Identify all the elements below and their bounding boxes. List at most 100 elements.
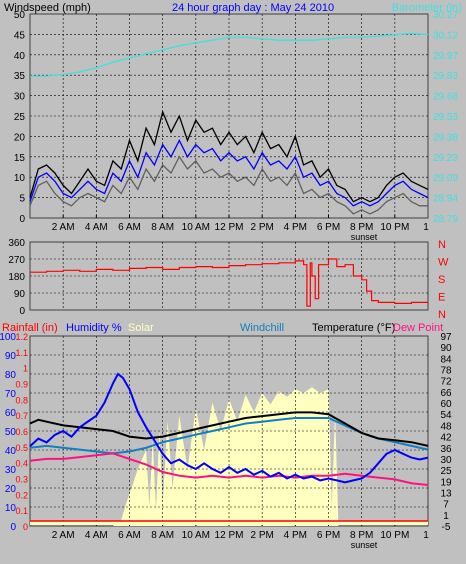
wind-y-tick-9: 45 — [14, 30, 26, 41]
baro-y-tick-10: 30.27 — [433, 10, 458, 21]
chart-title: 24 hour graph day : May 24 2010 — [172, 2, 334, 14]
baro-y-tick-0: 28.79 — [433, 214, 458, 225]
x-tick-7: 4 PM — [284, 222, 307, 233]
hum-y-tick-5: 50 — [5, 427, 17, 438]
x-tick-5: 12 PM — [215, 530, 244, 541]
baro-y-tick-3: 29.23 — [433, 153, 458, 164]
rain-y-tick-4: 0.4 — [15, 459, 28, 469]
x-tick-2: 6 AM — [118, 222, 141, 233]
baro-y-tick-7: 29.83 — [433, 71, 458, 82]
baro-y-tick-6: 29.68 — [433, 92, 458, 103]
dir-compass-1: W — [438, 257, 449, 269]
baro-y-tick-4: 29.38 — [433, 132, 458, 143]
wind-y-tick-0: 0 — [19, 214, 25, 225]
hum-y-tick-7: 70 — [5, 389, 17, 400]
hum-y-tick-3: 30 — [5, 465, 17, 476]
hum-y-tick-0: 0 — [10, 522, 16, 533]
hum-y-tick-9: 90 — [5, 351, 17, 362]
rain-y-tick-0: 0 — [23, 522, 28, 532]
rain-y-tick-9: 0.9 — [15, 380, 28, 390]
x-tick-3: 8 AM — [151, 530, 174, 541]
x-tick-6: 2 PM — [250, 530, 273, 541]
wind-y-tick-5: 25 — [14, 112, 26, 123]
x-tick-end: 1 — [423, 222, 429, 233]
temp-y-tick-15: 84 — [440, 354, 452, 365]
hum-y-tick-2: 20 — [5, 484, 17, 495]
x-tick-5: 12 PM — [215, 222, 244, 233]
temp-y-tick-3: 13 — [440, 488, 452, 499]
wind-y-tick-4: 20 — [14, 132, 26, 143]
temp-y-tick-0: -5 — [442, 522, 451, 533]
x-tick-0: 2 AM — [52, 530, 75, 541]
x-tick-0: 2 AM — [52, 222, 75, 233]
x-tick-9: 8 PM — [350, 222, 373, 233]
wind-y-tick-6: 30 — [14, 92, 26, 103]
series-avg_wind — [29, 155, 428, 215]
rain-y-tick-11: 1.1 — [15, 348, 28, 358]
temp-y-tick-1: 1 — [443, 511, 449, 522]
hum-y-tick-10: 100 — [0, 332, 16, 343]
legend-dewpoint: Dew Point — [393, 322, 443, 334]
legend-solar: Solar — [128, 322, 154, 334]
hum-y-tick-1: 10 — [5, 503, 17, 514]
dir-compass-4: N — [438, 309, 446, 321]
temp-y-tick-14: 78 — [440, 366, 452, 377]
temp-y-tick-10: 54 — [440, 410, 452, 421]
rain-y-tick-12: 1.2 — [15, 332, 28, 342]
wind-y-tick-7: 35 — [14, 71, 26, 82]
series-gust — [29, 109, 429, 203]
series-humidity — [29, 372, 429, 484]
x-tick-1: 4 AM — [85, 222, 108, 233]
rain-baseline — [30, 521, 428, 525]
temp-y-tick-16: 90 — [440, 343, 452, 354]
x-tick-8: 6 PM — [317, 222, 340, 233]
x-tick-9: 8 PM — [350, 530, 373, 541]
dir-y-tick-4: 360 — [8, 238, 25, 249]
rain-y-tick-6: 0.6 — [15, 427, 28, 437]
series-temperature — [29, 411, 429, 447]
rain-y-tick-5: 0.5 — [15, 443, 28, 453]
x-tick-4: 10 AM — [182, 222, 210, 233]
dir-compass-0: N — [438, 239, 446, 251]
wind-y-tick-3: 15 — [14, 153, 26, 164]
baro-y-tick-2: 29.09 — [433, 173, 458, 184]
legend-windchill: Windchill — [240, 322, 284, 334]
rain-y-tick-1: 0.1 — [15, 506, 28, 516]
rain-y-tick-10: 1 — [23, 364, 28, 374]
rain-y-tick-8: 0.8 — [15, 395, 28, 405]
rain-y-tick-7: 0.7 — [15, 411, 28, 421]
dir-compass-2: S — [438, 274, 445, 286]
dir-y-tick-3: 270 — [8, 255, 25, 266]
temp-y-tick-4: 19 — [440, 477, 452, 488]
dir-y-tick-2: 180 — [8, 272, 25, 283]
wind-y-tick-8: 40 — [14, 51, 26, 62]
temp-y-tick-8: 42 — [440, 433, 452, 444]
temp-y-tick-7: 36 — [440, 444, 452, 455]
barometer-axis-label: Barometer (in) — [392, 2, 462, 14]
wind-y-tick-10: 50 — [14, 10, 26, 21]
series-dewpoint — [29, 452, 429, 486]
dir-y-tick-1: 90 — [14, 289, 26, 300]
baro-y-tick-5: 29.53 — [433, 112, 458, 123]
hum-y-tick-8: 80 — [5, 370, 17, 381]
x-tick-4: 10 AM — [182, 530, 210, 541]
wind-y-tick-2: 10 — [14, 173, 26, 184]
rain-y-tick-3: 0.3 — [15, 475, 28, 485]
temp-y-tick-12: 66 — [440, 388, 452, 399]
x-tick-3: 8 AM — [151, 222, 174, 233]
baro-y-tick-9: 30.12 — [433, 30, 458, 41]
rain-y-tick-2: 0.2 — [15, 490, 28, 500]
sunset-label-bottom: sunset — [351, 540, 378, 550]
wind-y-tick-1: 5 — [19, 194, 25, 205]
legend-temperature: Temperature (°F) — [312, 322, 395, 334]
x-tick-10: 10 PM — [380, 222, 409, 233]
legend-humidity: Humidity % — [66, 322, 122, 334]
temp-y-tick-13: 72 — [440, 377, 452, 388]
temp-y-tick-5: 25 — [440, 466, 452, 477]
baro-y-tick-1: 28.94 — [433, 194, 458, 205]
baro-y-tick-8: 29.97 — [433, 51, 458, 62]
x-tick-8: 6 PM — [317, 530, 340, 541]
dir-compass-3: E — [438, 292, 445, 304]
